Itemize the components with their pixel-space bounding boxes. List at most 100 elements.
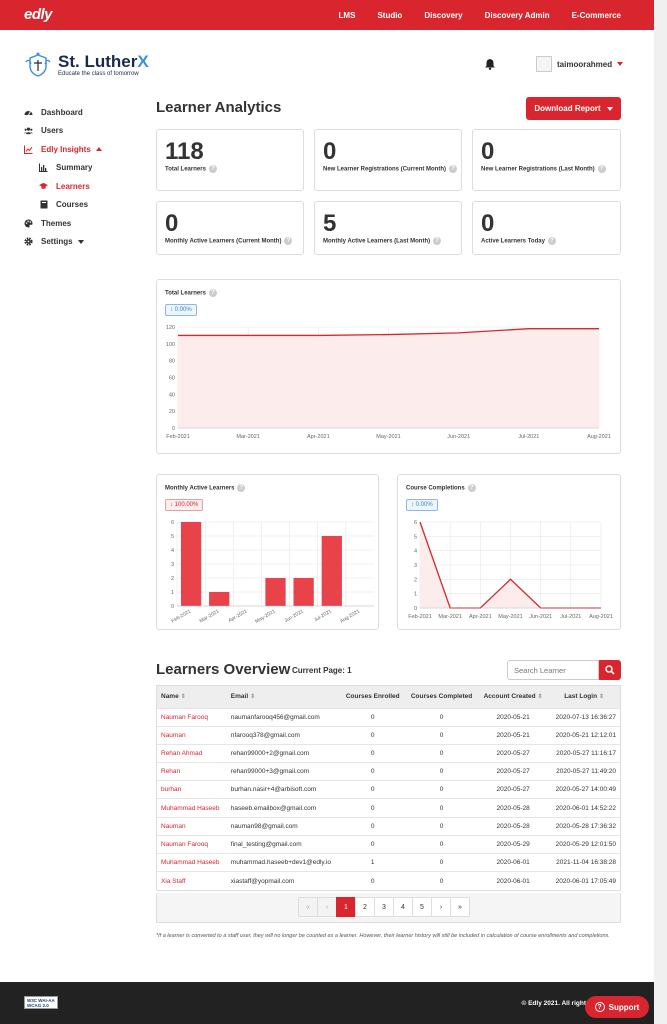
sidebar-item-summary[interactable]: Summary	[24, 159, 144, 178]
help-icon[interactable]: ?	[208, 165, 217, 173]
sort-icon: ⇕	[250, 694, 256, 701]
bar	[209, 592, 230, 606]
x-tick-label: Aug-2021	[589, 614, 613, 620]
first-page-button[interactable]: «	[298, 897, 318, 917]
series-line	[178, 328, 599, 337]
user-menu[interactable]: taimoorahmed	[536, 56, 624, 72]
help-icon[interactable]: ?	[208, 289, 217, 297]
last-page-button[interactable]: »	[450, 897, 470, 917]
learner-name-link[interactable]: Nauman Farooq	[157, 707, 227, 727]
learner-name-link[interactable]: burhan	[157, 780, 227, 799]
copyright: © Edly 2021. All right	[521, 1000, 586, 1007]
site-brand[interactable]: St. LutherX Educate the class of tomorro…	[24, 52, 149, 78]
nav-studio[interactable]: Studio	[377, 10, 403, 20]
search-icon	[605, 665, 615, 675]
support-button[interactable]: ? Support	[585, 996, 649, 1018]
course-completions-chart: Course Completions? ↕ 0.00% 0 1 2 3 4 5 6 Feb-2…	[397, 474, 621, 630]
avatar	[536, 56, 552, 72]
last-login: 2021-11-04 16:38:28	[548, 852, 620, 872]
dashboard-icon	[24, 108, 33, 117]
courses-completed: 0	[405, 871, 478, 890]
x-tick-label: Apr-2021	[469, 614, 492, 620]
learner-name-link[interactable]: Rehan	[157, 762, 227, 781]
current-page-label: Current Page: 1	[292, 666, 352, 675]
scrollbar[interactable]	[654, 0, 667, 1024]
learner-name-link[interactable]: Muhammad Haseeb	[157, 798, 227, 818]
y-tick-label: 6	[414, 520, 417, 526]
courses-completed: 0	[405, 852, 478, 872]
search-learner-input[interactable]	[507, 660, 599, 680]
sidebar-item-edly-insights[interactable]: Edly Insights	[24, 140, 144, 159]
account-created: 2020-05-28	[477, 798, 549, 818]
page-1-button[interactable]: 1	[336, 897, 356, 917]
learner-note: *If a learner is converted to a staff us…	[156, 933, 610, 939]
download-report-button[interactable]: Download Report	[526, 97, 621, 120]
sidebar-item-themes[interactable]: Themes	[24, 214, 144, 233]
learner-email: rehan99000+2@gmail.com	[226, 743, 341, 763]
bell-icon[interactable]	[484, 58, 496, 70]
table-row: burhan burhan.nasir+4@arbisoft.com 0 0 2020-…	[157, 780, 620, 799]
learner-name-link[interactable]: Rehan Ahmad	[157, 743, 227, 763]
page-4-button[interactable]: 4	[393, 897, 413, 917]
sidebar-item-settings[interactable]: Settings	[24, 233, 144, 252]
last-login: 2020-06-01 17:05:49	[548, 871, 620, 890]
footer: W3C WAI-AA WCAG 2.0 © Edly 2021. All rig…	[0, 982, 654, 1024]
chart-title: Total Learners	[165, 290, 206, 297]
page-title: Learner Analytics	[156, 99, 282, 116]
sidebar-item-learners[interactable]: Learners	[24, 177, 144, 196]
page-2-button[interactable]: 2	[355, 897, 375, 917]
wcag-badge[interactable]: W3C WAI-AA WCAG 2.0	[24, 996, 58, 1009]
stat-total-learners: 118 Total Learners?	[156, 129, 304, 191]
nav-discovery-admin[interactable]: Discovery Admin	[484, 10, 550, 20]
x-tick-label: Mar-2021	[199, 608, 221, 624]
last-login: 2020-05-27 11:16:17	[548, 743, 620, 763]
area-fill	[178, 328, 599, 428]
account-created: 2020-06-01	[477, 871, 549, 890]
page-5-button[interactable]: 5	[412, 897, 432, 917]
sidebar-item-users[interactable]: Users	[24, 122, 144, 141]
learner-name-link[interactable]: Muhammad Haseeb	[157, 852, 227, 872]
help-icon[interactable]: ?	[237, 484, 246, 492]
edly-logo[interactable]: edly	[24, 6, 53, 23]
x-tick-label: May-2021	[376, 434, 400, 440]
y-tick-label: 3	[171, 562, 174, 568]
col-name[interactable]: Name ⇕	[157, 686, 227, 708]
table-row: Muhammad Haseeb muhammad.haseeb+dev1@edly…	[157, 852, 620, 872]
nav-discovery[interactable]: Discovery	[424, 10, 463, 20]
sidebar-item-dashboard[interactable]: Dashboard	[24, 103, 144, 122]
learner-name-link[interactable]: Xia Staff	[157, 871, 227, 890]
total-learners-chart: Total Learners? ↕ 0.00% 0 20 40 60 80 100 120 F…	[156, 279, 621, 454]
help-icon[interactable]: ?	[433, 237, 442, 245]
col-account-created[interactable]: Account Created ⇕	[477, 686, 549, 708]
courses-completed: 0	[405, 834, 478, 854]
search-button[interactable]	[599, 660, 621, 680]
col-last-login[interactable]: Last Login ⇕	[548, 686, 620, 708]
x-tick-label: Feb-2021	[171, 608, 193, 624]
x-tick-label: Mar-2021	[236, 434, 260, 440]
next-page-button[interactable]: ›	[431, 897, 451, 917]
learner-name-link[interactable]: Nauman	[157, 725, 227, 745]
learner-email: final_testing@gmail.com	[226, 834, 341, 854]
help-icon[interactable]: ?	[284, 237, 293, 245]
chevron-down-icon	[606, 106, 613, 111]
arrows-icon: ↕	[411, 502, 416, 508]
sidebar-item-courses[interactable]: Courses	[24, 196, 144, 215]
username: taimoorahmed	[557, 59, 613, 69]
y-tick-label: 4	[171, 548, 174, 554]
help-circle-icon: ?	[594, 1002, 605, 1012]
x-tick-label: Feb-2021	[166, 434, 190, 440]
learner-name-link[interactable]: Nauman Farooq	[157, 834, 227, 854]
help-icon[interactable]: ?	[597, 165, 606, 173]
sort-icon: ⇕	[599, 694, 605, 701]
help-icon[interactable]: ?	[449, 165, 458, 173]
nav-ecommerce[interactable]: E-Commerce	[571, 10, 621, 20]
page-3-button[interactable]: 3	[374, 897, 394, 917]
learner-name-link[interactable]: Nauman	[157, 816, 227, 836]
prev-page-button[interactable]: ‹	[317, 897, 337, 917]
nav-lms[interactable]: LMS	[338, 10, 356, 20]
col-courses-enrolled: Courses Enrolled	[340, 686, 406, 708]
col-email[interactable]: Email ⇕	[226, 686, 341, 708]
help-icon[interactable]: ?	[467, 484, 476, 492]
courses-completed: 0	[405, 743, 478, 763]
help-icon[interactable]: ?	[547, 237, 556, 245]
